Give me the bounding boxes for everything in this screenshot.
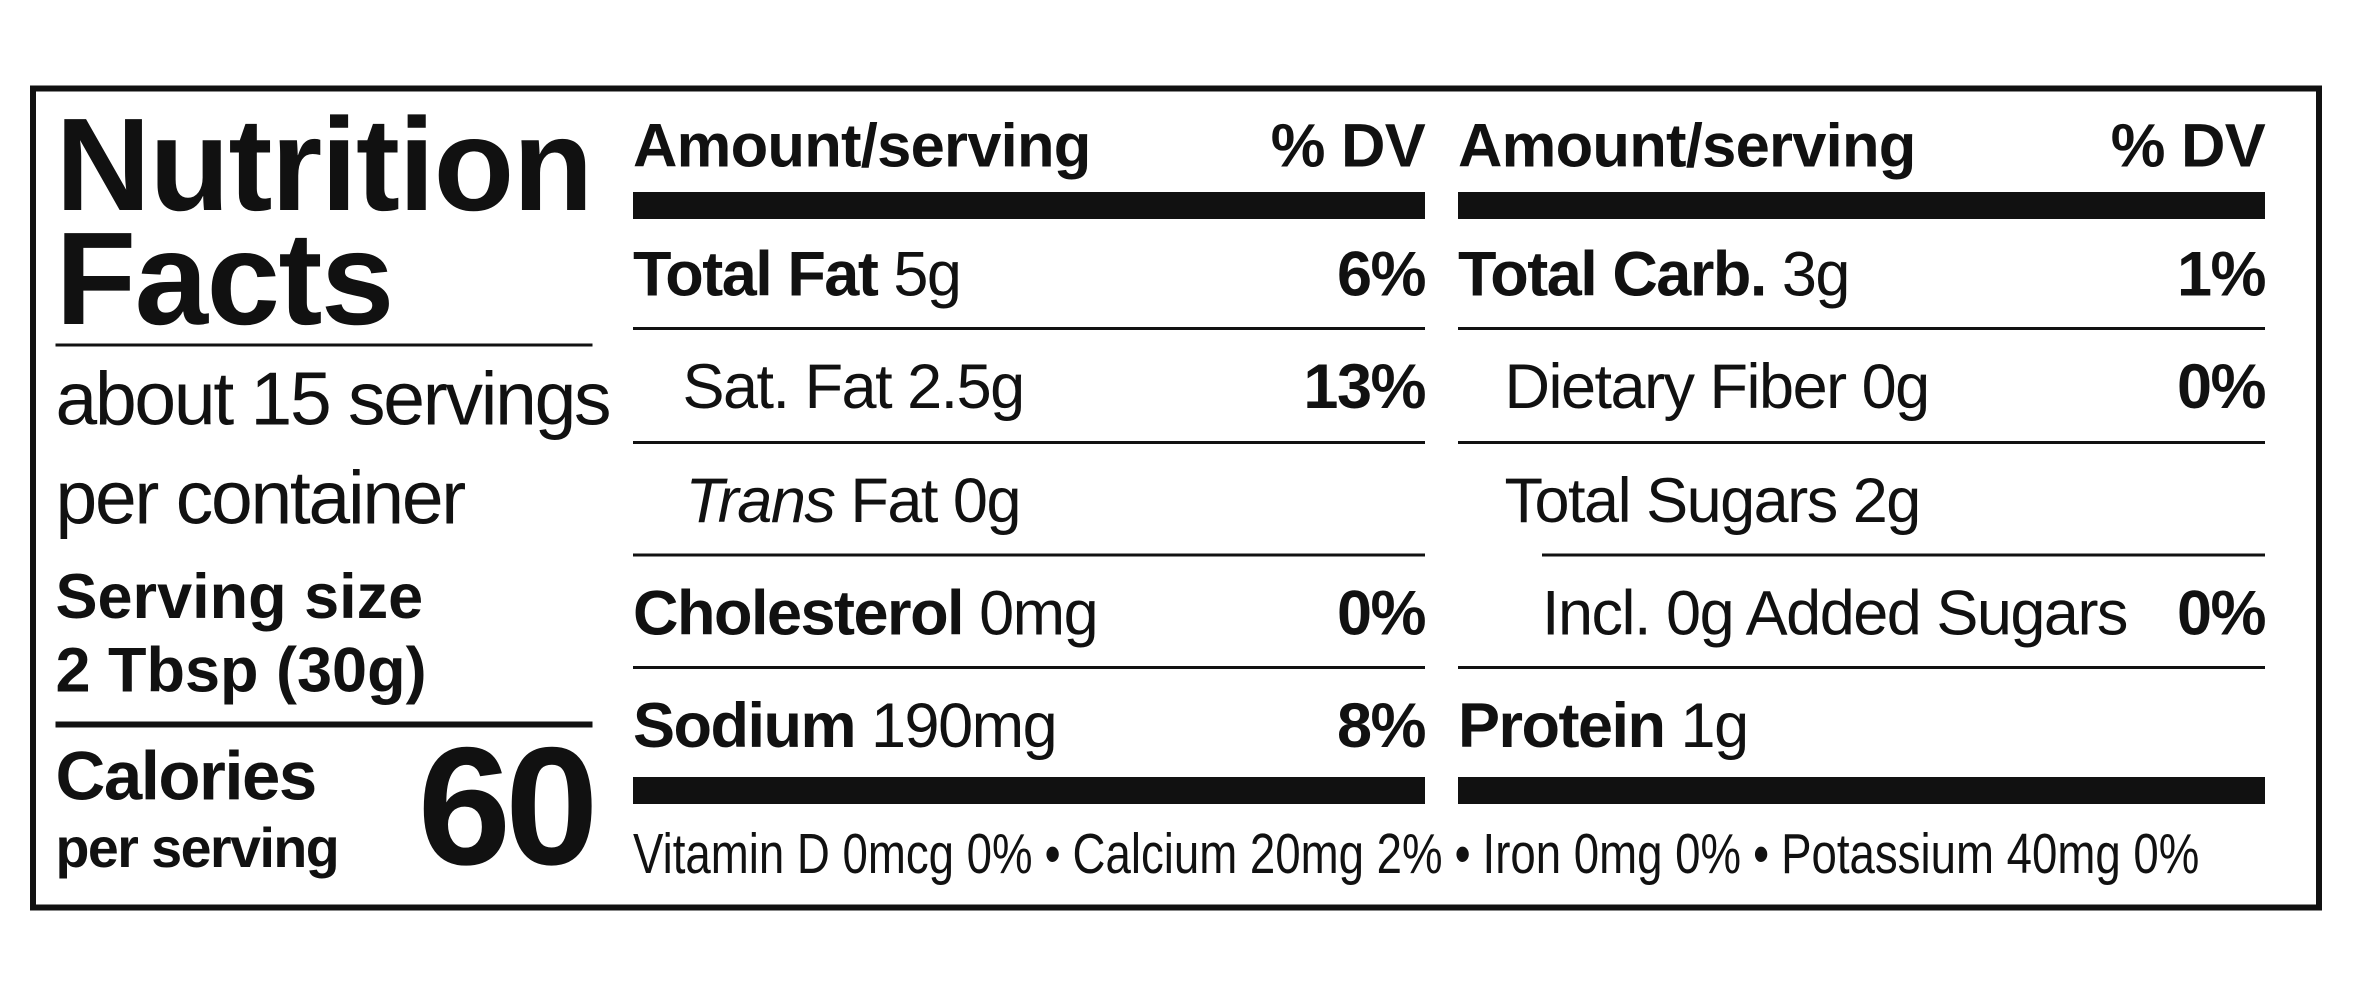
separator-line <box>1542 553 2265 557</box>
nutrient-dv: 0% <box>1336 576 1427 648</box>
nutrient-amount: 2.5g <box>907 350 1025 421</box>
servings: about 15 servings <box>55 357 612 441</box>
separator-line <box>633 553 1425 557</box>
nutrient-name: Total Sugars <box>1504 464 1839 535</box>
nutrient-row: Sodium 190mg 8% <box>633 669 1427 782</box>
nutrient-name: Sodium <box>633 689 857 760</box>
nutrient-row: Protein 1g <box>1458 669 2265 782</box>
nutrient-row: Total Sugars 2g <box>1458 444 2265 557</box>
thick-bar <box>1458 192 2265 219</box>
nutrient-name: Fat <box>850 464 938 535</box>
separator-line <box>1458 666 2265 669</box>
calories-label: Calories <box>55 736 318 815</box>
nutrient-row: Incl. 0g Added Sugars 0% <box>1458 557 2267 670</box>
header-amount: Amount/serving <box>633 111 1091 180</box>
nutrient-dv: 13% <box>1303 350 1426 421</box>
nutrient-name: Sat. Fat <box>682 350 893 421</box>
nutrient-amount: 1g <box>1680 689 1750 760</box>
nutrient-name-italic: Trans <box>685 464 836 535</box>
micronutrient: Vitamin D 0mcg 0% <box>633 823 1033 887</box>
header-dv: % DV <box>1270 111 1426 180</box>
nutrient-row: Sat. Fat 2.5g 13% <box>633 330 1427 443</box>
nutrient-row: Trans Fat 0g <box>633 444 1425 557</box>
nutrient-amount: 0mg <box>979 576 1099 648</box>
nutrient-column: Amount/serving % DV Total Fat 5g 6% Sat. F… <box>633 108 1427 804</box>
nutrient-amount: 5g <box>893 237 962 309</box>
separator: • <box>1044 823 1061 887</box>
nutrient-dv: 1% <box>2176 237 2267 309</box>
nutrient-name: Dietary Fiber <box>1504 350 1848 421</box>
nutrient-row: Total Fat 5g 6% <box>633 218 1427 331</box>
servings: per container <box>55 456 467 540</box>
nutrient-row: Cholesterol 0mg 0% <box>633 557 1427 670</box>
nutrient-name: Total Fat <box>633 237 879 309</box>
nutrient-name: Cholesterol <box>633 576 965 648</box>
serving-size-label: Serving size <box>55 561 424 632</box>
header-amount: Amount/serving <box>1458 111 1916 180</box>
rule <box>55 721 593 728</box>
nutrient-amount: 3g <box>1781 237 1851 309</box>
micronutrient: Iron 0mg 0% <box>1482 823 1742 887</box>
micronutrient: Potassium 40mg 0% <box>1781 823 2200 887</box>
calories-sublabel: per serving <box>55 817 340 880</box>
nutrient-column: Amount/serving % DV Total Carb. 3g 1% Diet… <box>1458 108 2267 804</box>
separator: • <box>1753 823 1770 887</box>
label-border <box>30 85 2322 911</box>
column-header: Amount/serving % DV <box>1458 108 2266 183</box>
nutrient-dv: 8% <box>1336 689 1427 760</box>
column-header: Amount/serving % DV <box>633 108 1426 183</box>
nutrient-amount: 0g <box>952 464 1022 535</box>
nutrient-name: Protein <box>1458 689 1666 760</box>
separator-line <box>1458 441 2265 444</box>
thick-bar <box>633 777 1425 804</box>
nutrient-row: Total Carb. 3g 1% <box>1458 218 2267 331</box>
separator: • <box>1454 823 1471 887</box>
separator-line <box>633 327 1425 330</box>
nutrient-row: Dietary Fiber 0g 0% <box>1458 330 2267 443</box>
nutrient-dv: 6% <box>1336 237 1427 309</box>
title: Nutrition Facts <box>55 90 594 353</box>
nutrient-name: Incl. 0g Added Sugars <box>1542 576 2128 648</box>
thick-bar <box>633 192 1425 219</box>
nutrient-amount: 190mg <box>871 689 1058 760</box>
header-dv: % DV <box>2110 111 2266 180</box>
serving-size-value: 2 Tbsp (30g) <box>55 634 427 705</box>
nutrient-dv: 0% <box>2176 350 2267 421</box>
separator-line <box>633 666 1425 669</box>
calories-value: 60 <box>417 712 599 900</box>
thick-bar <box>1458 777 2265 804</box>
micronutrients: Vitamin D 0mcg 0% • Calcium 20mg 2% • Iron 0… <box>633 818 2199 893</box>
micronutrient: Calcium 20mg 2% <box>1072 823 1443 887</box>
nutrient-amount: 2g <box>1852 464 1922 535</box>
nutrient-amount: 0g <box>1861 350 1931 421</box>
separator-line <box>1458 327 2265 330</box>
rule <box>55 343 593 347</box>
nutrient-name: Total Carb. <box>1458 237 1767 309</box>
nutrient-dv: 0% <box>2176 576 2267 648</box>
separator-line <box>633 441 1425 444</box>
